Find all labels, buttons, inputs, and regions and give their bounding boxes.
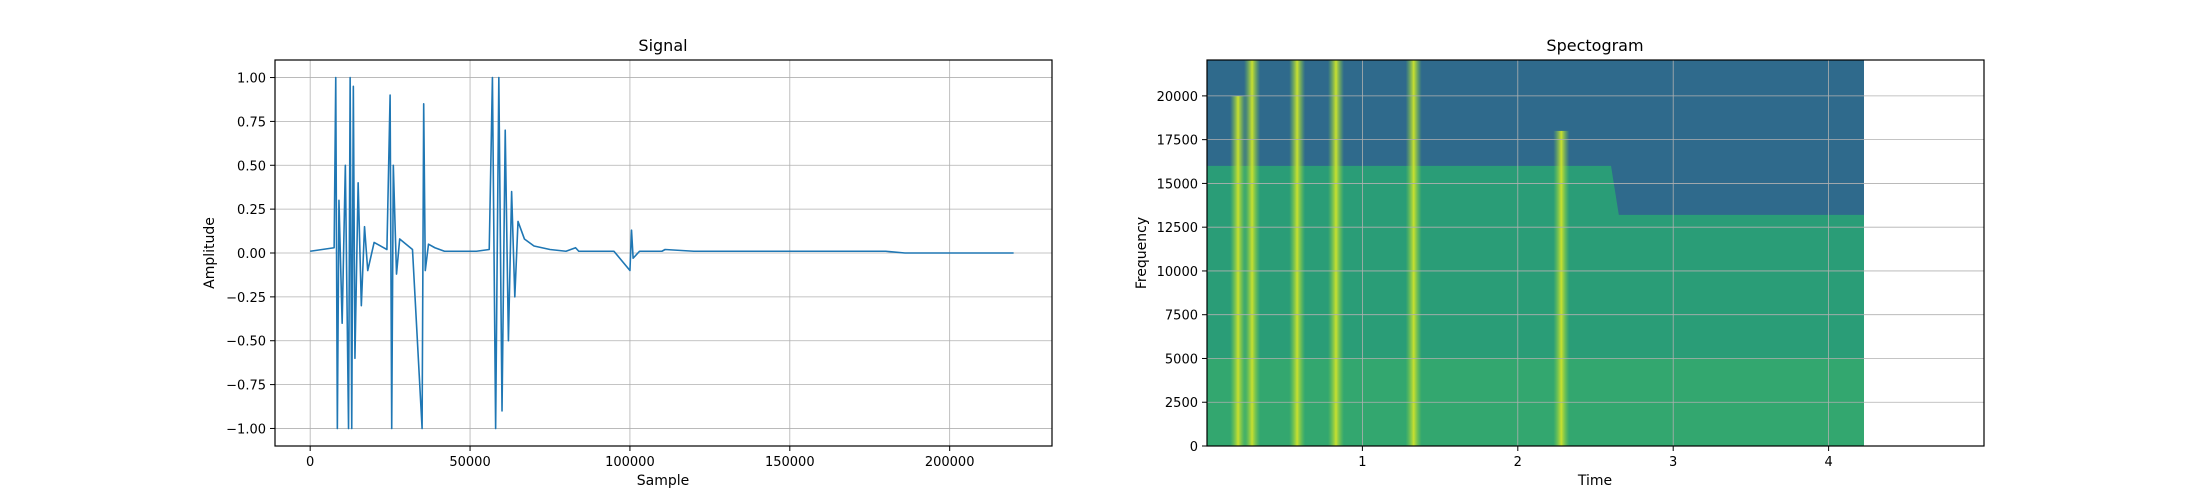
signal-x-ticks: 0 50000 100000 150000 200000 — [306, 446, 974, 470]
spectrogram-y-tick-label: 2500 — [1165, 396, 1198, 411]
signal-y-tick-label: 1.00 — [237, 72, 266, 87]
signal-y-axis-label: Amplitude — [202, 217, 218, 289]
spectrogram-grid — [1207, 60, 1984, 447]
signal-x-tick-label: 150000 — [765, 455, 815, 470]
spectrogram-onset-streak — [1327, 60, 1344, 446]
spectrogram-onset-streak — [1244, 60, 1261, 446]
signal-waveform-line — [310, 76, 1014, 430]
spectrogram-x-tick-label: 1 — [1358, 455, 1366, 470]
spectrogram-y-tick-label: 17500 — [1157, 134, 1198, 149]
spectrogram-y-tick-label: 10000 — [1157, 265, 1198, 280]
spectrogram-y-ticks: 0 2500 5000 7500 10000 12500 15000 17500 20000 — [1157, 90, 1207, 455]
signal-x-tick-label: 0 — [306, 455, 314, 470]
spectrogram-onset-streak — [1405, 60, 1422, 446]
spectrogram-x-tick-label: 3 — [1669, 455, 1677, 470]
signal-x-tick-label: 100000 — [605, 455, 655, 470]
signal-x-tick-label: 200000 — [925, 455, 975, 470]
signal-y-tick-label: 0.50 — [237, 159, 266, 174]
spectrogram-onset-streak — [1553, 130, 1570, 446]
spectrogram-y-tick-label: 5000 — [1165, 352, 1198, 367]
spectrogram-x-tick-label: 2 — [1514, 455, 1522, 470]
signal-x-axis-label: Sample — [637, 473, 690, 489]
spectrogram-title: Spectogram — [1546, 36, 1643, 55]
spectrogram-chart: 1 2 3 4 0 2500 5000 7500 10000 12500 15000 17500 20… — [1134, 36, 1985, 489]
signal-y-tick-label: 0.25 — [237, 203, 266, 218]
signal-y-tick-label: −0.25 — [226, 291, 266, 306]
spectrogram-y-tick-label: 20000 — [1157, 90, 1198, 105]
spectrogram-y-axis-label: Frequency — [1134, 217, 1150, 289]
signal-y-tick-label: −0.75 — [226, 379, 266, 394]
signal-x-tick-label: 50000 — [449, 455, 490, 470]
signal-line-layer — [310, 76, 1014, 430]
signal-y-tick-label: 0.00 — [237, 247, 266, 262]
spectrogram-y-tick-label: 0 — [1190, 440, 1198, 455]
signal-chart: 0 50000 100000 150000 200000 −1.00 −0.75 −0.50… — [202, 36, 1053, 489]
signal-y-ticks: −1.00 −0.75 −0.50 −0.25 0.00 0.25 0.50 0.75 1.00 — [226, 72, 275, 437]
spectrogram-x-tick-label: 4 — [1824, 455, 1832, 470]
spectrogram-image — [1207, 60, 1864, 446]
spectrogram-y-tick-label: 15000 — [1157, 177, 1198, 192]
signal-y-tick-label: −0.50 — [226, 335, 266, 350]
signal-title: Signal — [638, 36, 687, 55]
signal-y-tick-label: −1.00 — [226, 422, 266, 437]
signal-y-tick-label: 0.75 — [237, 115, 266, 130]
spectrogram-x-ticks: 1 2 3 4 — [1358, 446, 1833, 470]
spectrogram-onset-streak — [1289, 60, 1306, 446]
spectrogram-axes-frame — [1206, 59, 1985, 447]
spectrogram-x-axis-label: Time — [1577, 473, 1612, 489]
spectrogram-y-tick-label: 7500 — [1165, 309, 1198, 324]
spectrogram-y-tick-label: 12500 — [1157, 221, 1198, 236]
